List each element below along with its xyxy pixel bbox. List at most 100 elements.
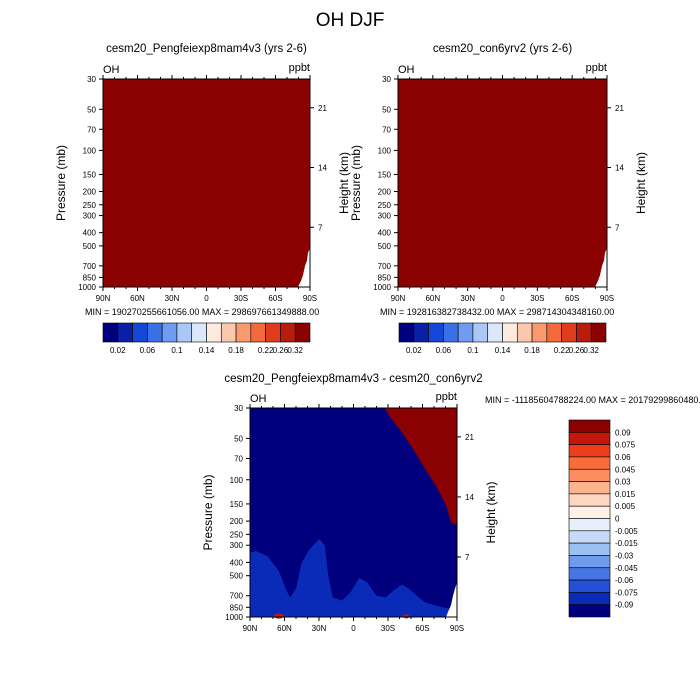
y-axis-label: Pressure (mb)	[349, 145, 363, 221]
y-tick-label: 500	[83, 242, 97, 251]
y-right-tick-label: 7	[318, 223, 323, 232]
field-positive-region	[384, 408, 457, 526]
colorbar-label: -0.03	[615, 551, 634, 560]
y-axis-label-right: Height (km)	[634, 152, 648, 214]
x-tick-label: 90S	[450, 624, 464, 633]
colorbar-swatch	[487, 322, 503, 343]
panel-title: cesm20_con6yrv2 (yrs 2-6)	[433, 43, 572, 55]
y-right-tick-label: 21	[318, 104, 327, 113]
colorbar-swatch	[398, 322, 415, 343]
x-tick-label: 30N	[312, 624, 327, 633]
y-tick-label: 150	[83, 170, 97, 179]
panel-1-colorbar: 0.02 0.06 0.1 0.14 0.18 0.22 0.26 0.32	[398, 322, 607, 355]
colorbar-label: 0.14	[495, 346, 511, 355]
x-tick-label: 30S	[530, 294, 544, 303]
y-tick-label: 200	[230, 517, 244, 526]
panel-0-colorbar: 0.02 0.06 0.1 0.14 0.18 0.22 0.26 0.32	[102, 322, 311, 355]
colorbar-label: 0.075	[615, 441, 636, 450]
y-right-tick-label: 21	[465, 433, 474, 442]
colorbar-swatch	[568, 555, 611, 569]
colorbar-label: 0	[615, 515, 620, 524]
colorbar-swatch	[590, 322, 607, 343]
colorbar-label: 0.1	[467, 346, 479, 355]
y-tick-label: 100	[83, 146, 97, 155]
y-tick-label: 30	[234, 404, 243, 413]
x-tick-label: 60N	[130, 294, 145, 303]
panel-0-axes: cesm20_Pengfeiexp8mam4v3 (yrs 2-6) OH ppbt…	[54, 43, 351, 317]
y-tick-label: 200	[378, 188, 392, 197]
x-tick-label: 60S	[565, 294, 579, 303]
y-tick-label: 70	[234, 455, 243, 464]
y-right-tick-label: 14	[615, 164, 624, 173]
colorbar-swatch	[220, 322, 237, 343]
y-tick-label: 30	[382, 75, 391, 84]
y-right-tick-label: 7	[465, 553, 470, 562]
y-tick-label: 700	[230, 592, 244, 601]
y-axis-label: Pressure (mb)	[54, 145, 68, 221]
colorbar-label: 0.06	[436, 346, 452, 355]
colorbar-label: -0.075	[615, 588, 638, 597]
y-tick-label: 150	[230, 500, 244, 509]
colorbar-swatch	[576, 322, 592, 343]
colorbar-swatch	[502, 322, 518, 343]
colorbar-swatch	[568, 518, 611, 532]
colorbar-swatch	[568, 493, 611, 507]
colorbar-label: 0.09	[615, 428, 631, 437]
x-tick-label: 90N	[243, 624, 258, 633]
y-tick-label: 50	[382, 105, 391, 114]
colorbar-swatch	[117, 322, 133, 343]
colorbar-label: -0.045	[615, 564, 638, 573]
y-right-tick-label: 14	[465, 493, 474, 502]
y-tick-label: 50	[234, 434, 243, 443]
colorbar-swatch	[568, 567, 611, 581]
panel-2-field	[250, 408, 457, 619]
y-axis-label-right: Height (km)	[337, 152, 351, 214]
x-tick-label: 30N	[460, 294, 475, 303]
colorbar-swatch	[428, 322, 444, 343]
x-tick-label: 60N	[425, 294, 440, 303]
x-tick-label: 60S	[268, 294, 282, 303]
panel-2-axes: cesm20_Pengfeiexp8mam4v3 - cesm20_con6yr…	[201, 373, 700, 633]
field-positive-spot	[273, 613, 284, 619]
x-tick-label: 0	[351, 624, 356, 633]
colorbar-label: 0.015	[615, 490, 636, 499]
y-tick-label: 400	[378, 229, 392, 238]
y-right-tick-label: 14	[318, 164, 327, 173]
x-tick-label: 90S	[600, 294, 614, 303]
colorbar-label: 0.06	[615, 453, 631, 462]
colorbar-swatch	[531, 322, 548, 343]
field-fill	[103, 79, 310, 287]
panel-units-label: ppbt	[586, 62, 607, 74]
colorbar-swatch	[568, 468, 611, 482]
y-tick-label: 70	[382, 125, 391, 134]
colorbar-swatch	[516, 322, 533, 343]
colorbar-label: 0.14	[199, 346, 215, 355]
y-tick-label: 1000	[78, 283, 96, 292]
y-tick-label: 400	[230, 558, 244, 567]
x-tick-label: 90S	[303, 294, 317, 303]
colorbar-swatch	[102, 322, 119, 343]
panel-1-axes: cesm20_con6yrv2 (yrs 2-6) OH ppbt 90N 60N 30N…	[349, 43, 648, 317]
colorbar-swatch	[568, 444, 611, 458]
colorbar-swatch	[235, 322, 252, 343]
colorbar-label: 0.02	[110, 346, 126, 355]
y-tick-label: 250	[230, 530, 244, 539]
colorbar-label: 0.22	[258, 346, 274, 355]
colorbar-swatch	[147, 322, 163, 343]
colorbar-label: -0.015	[615, 539, 638, 548]
panel-0-field	[103, 79, 310, 287]
colorbar-swatch	[568, 604, 611, 618]
colorbar-swatch	[568, 419, 611, 433]
y-tick-label: 400	[83, 229, 97, 238]
colorbar-swatch	[443, 322, 459, 343]
missing-data-region	[298, 248, 310, 287]
colorbar-swatch	[561, 322, 577, 343]
colorbar-label: 0.32	[583, 346, 599, 355]
x-tick-label: 60S	[415, 624, 429, 633]
x-tick-label: 30S	[381, 624, 395, 633]
x-tick-label: 30S	[234, 294, 248, 303]
colorbar-label: 0.32	[287, 346, 303, 355]
x-tick-label: 90N	[391, 294, 406, 303]
colorbar-label: -0.09	[615, 601, 634, 610]
